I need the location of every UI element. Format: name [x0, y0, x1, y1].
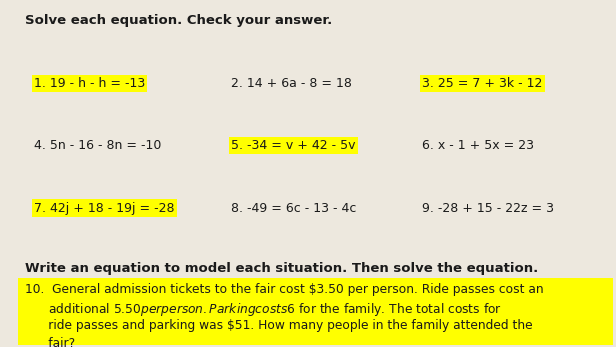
FancyBboxPatch shape: [18, 278, 613, 345]
Text: 2. 14 + 6a - 8 = 18: 2. 14 + 6a - 8 = 18: [231, 77, 352, 90]
Text: 9. -28 + 15 - 22z = 3: 9. -28 + 15 - 22z = 3: [422, 202, 554, 215]
Text: ride passes and parking was $51. How many people in the family attended the: ride passes and parking was $51. How man…: [25, 319, 532, 332]
Text: fair?: fair?: [25, 337, 75, 347]
Text: 3. 25 = 7 + 3k - 12: 3. 25 = 7 + 3k - 12: [422, 77, 542, 90]
Text: Solve each equation. Check your answer.: Solve each equation. Check your answer.: [25, 14, 332, 27]
Text: 1. 19 - h - h = -13: 1. 19 - h - h = -13: [34, 77, 145, 90]
Text: 7. 42j + 18 - 19j = -28: 7. 42j + 18 - 19j = -28: [34, 202, 174, 215]
Text: 10.  General admission tickets to the fair cost $3.50 per person. Ride passes co: 10. General admission tickets to the fai…: [25, 283, 543, 296]
Text: additional $5.50 per person. Parking costs $6 for the family. The total costs fo: additional $5.50 per person. Parking cos…: [25, 301, 501, 318]
Text: Write an equation to model each situation. Then solve the equation.: Write an equation to model each situatio…: [25, 262, 538, 275]
Text: 6. x - 1 + 5x = 23: 6. x - 1 + 5x = 23: [422, 139, 534, 152]
Text: 8. -49 = 6c - 13 - 4c: 8. -49 = 6c - 13 - 4c: [231, 202, 357, 215]
Text: 4. 5n - 16 - 8n = -10: 4. 5n - 16 - 8n = -10: [34, 139, 161, 152]
Text: 5. -34 = v + 42 - 5v: 5. -34 = v + 42 - 5v: [231, 139, 355, 152]
